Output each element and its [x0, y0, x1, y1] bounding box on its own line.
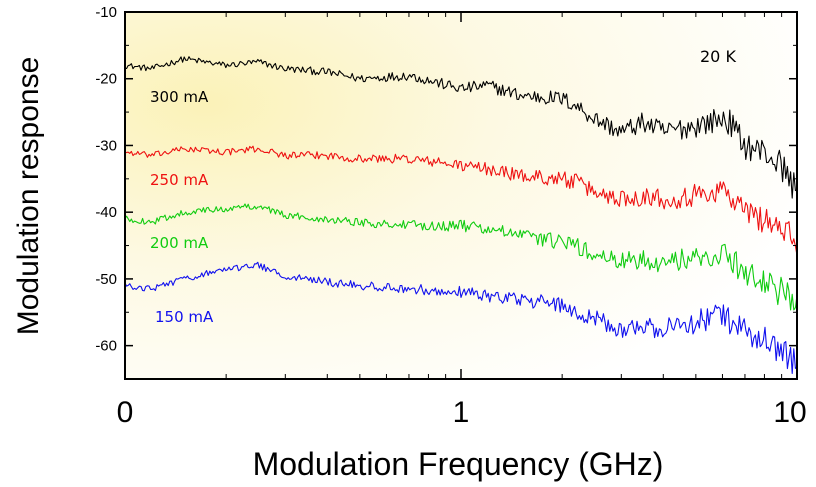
y-tick-label: -20: [95, 71, 117, 88]
y-tick-label: -40: [95, 204, 117, 221]
series-label-150ma: 150 mA: [155, 308, 214, 326]
series-label-200ma: 200 mA: [150, 234, 209, 252]
y-tick-label: -60: [95, 338, 117, 355]
x-tick-label-2: 10: [773, 396, 806, 429]
y-axis-title: Modulation response: [12, 57, 45, 336]
y-tick-label: -30: [95, 137, 117, 154]
x-tick-label-0: 0: [117, 396, 134, 429]
x-axis-title: Modulation Frequency (GHz): [253, 446, 664, 482]
series-label-250ma: 250 mA: [150, 171, 209, 189]
temperature-annotation: 20 K: [700, 47, 736, 66]
y-tick-label: -50: [95, 271, 117, 288]
series-line-300ma: [124, 56, 798, 199]
series-line-150ma: [124, 261, 798, 375]
x-tick-label-1: 1: [453, 396, 470, 429]
series-label-300ma: 300 mA: [150, 88, 209, 106]
x-axis-ticks: [124, 12, 798, 379]
y-tick-label: -10: [95, 4, 117, 21]
series-layer: [124, 56, 798, 375]
plot-area: [125, 12, 797, 379]
y-axis-ticks: -10 -20 -30 -40 -50 -60: [95, 4, 797, 380]
series-line-200ma: [124, 203, 798, 311]
series-line-250ma: [124, 145, 798, 256]
